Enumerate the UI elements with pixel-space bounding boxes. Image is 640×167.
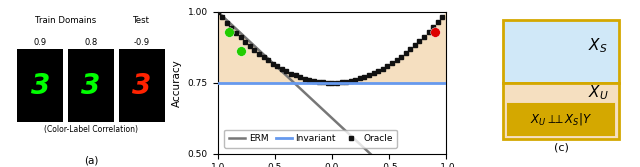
Text: -0.9: -0.9 <box>134 38 150 47</box>
Oracle <box>358 77 366 79</box>
Bar <box>17 49 63 122</box>
Bar <box>502 83 620 139</box>
Bar <box>68 49 114 122</box>
ERM <box>214 11 221 13</box>
Text: 3: 3 <box>132 71 152 100</box>
Oracle <box>214 11 221 13</box>
Invariant <box>214 82 221 84</box>
Oracle <box>443 11 451 13</box>
Y-axis label: Accuracy: Accuracy <box>172 59 182 107</box>
Text: $X_S$: $X_S$ <box>588 36 608 55</box>
Text: 0.9: 0.9 <box>34 38 47 47</box>
Invariant <box>328 82 336 84</box>
Text: Test: Test <box>133 16 150 25</box>
Text: 3: 3 <box>31 71 50 100</box>
Oracle <box>380 67 387 69</box>
ERM <box>379 164 387 166</box>
Text: (Color-Label Correlation): (Color-Label Correlation) <box>44 125 138 134</box>
Text: (c): (c) <box>554 142 568 152</box>
Text: (a): (a) <box>84 155 99 165</box>
ERM <box>305 95 312 97</box>
Oracle <box>381 67 388 69</box>
Oracle <box>305 79 312 81</box>
Text: 0.8: 0.8 <box>84 38 98 47</box>
Text: $X_U \perp\!\!\!\perp X_S|Y$: $X_U \perp\!\!\!\perp X_S|Y$ <box>530 111 592 127</box>
ERM <box>358 145 365 147</box>
Bar <box>119 49 164 122</box>
Line: Oracle: Oracle <box>216 10 449 85</box>
Line: ERM: ERM <box>218 12 447 167</box>
ERM <box>241 36 249 38</box>
Text: Train Domains: Train Domains <box>35 16 96 25</box>
Oracle <box>328 82 335 84</box>
ERM <box>289 80 296 82</box>
Legend: ERM, Invariant, Oracle: ERM, Invariant, Oracle <box>225 130 397 148</box>
Bar <box>502 20 620 83</box>
Bar <box>508 104 614 135</box>
Oracle <box>241 41 249 43</box>
Oracle <box>289 73 296 75</box>
Text: 3: 3 <box>81 71 100 100</box>
Text: $X_U$: $X_U$ <box>588 83 609 102</box>
ERM <box>380 165 388 167</box>
